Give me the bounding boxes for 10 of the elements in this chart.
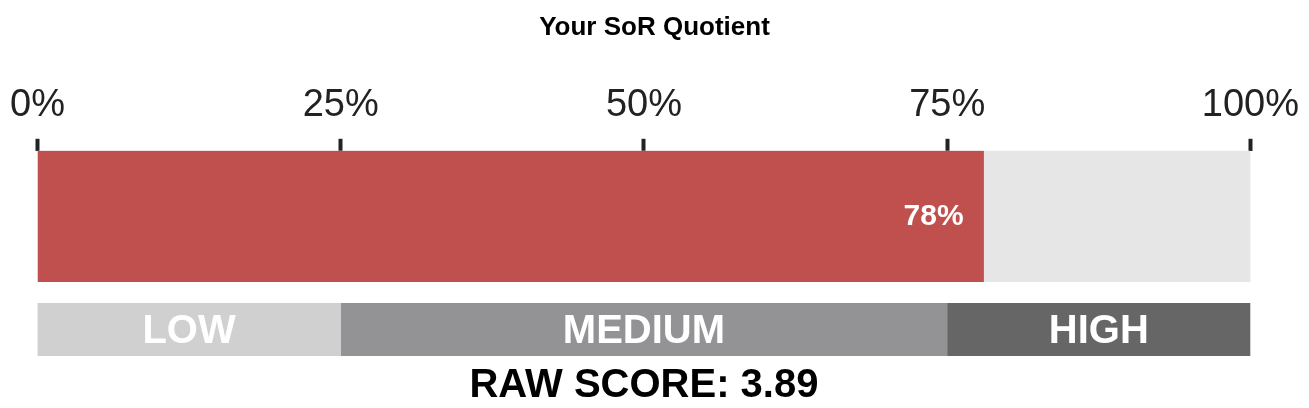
x-tick-label: 100% <box>1201 82 1300 125</box>
series-label: MEDIUM <box>562 306 726 351</box>
chart-title: Your SoR Quotient <box>539 10 771 41</box>
x-tick-label: 0% <box>10 82 65 125</box>
x-tick-label: 50% <box>605 82 682 125</box>
x-tick-label: 75% <box>909 82 986 125</box>
series-label: HIGH <box>1048 306 1149 351</box>
x-tick-label: 25% <box>302 82 379 125</box>
text: RAW SCORE: 3.89 <box>469 361 819 406</box>
data-label: 78% <box>903 197 964 231</box>
